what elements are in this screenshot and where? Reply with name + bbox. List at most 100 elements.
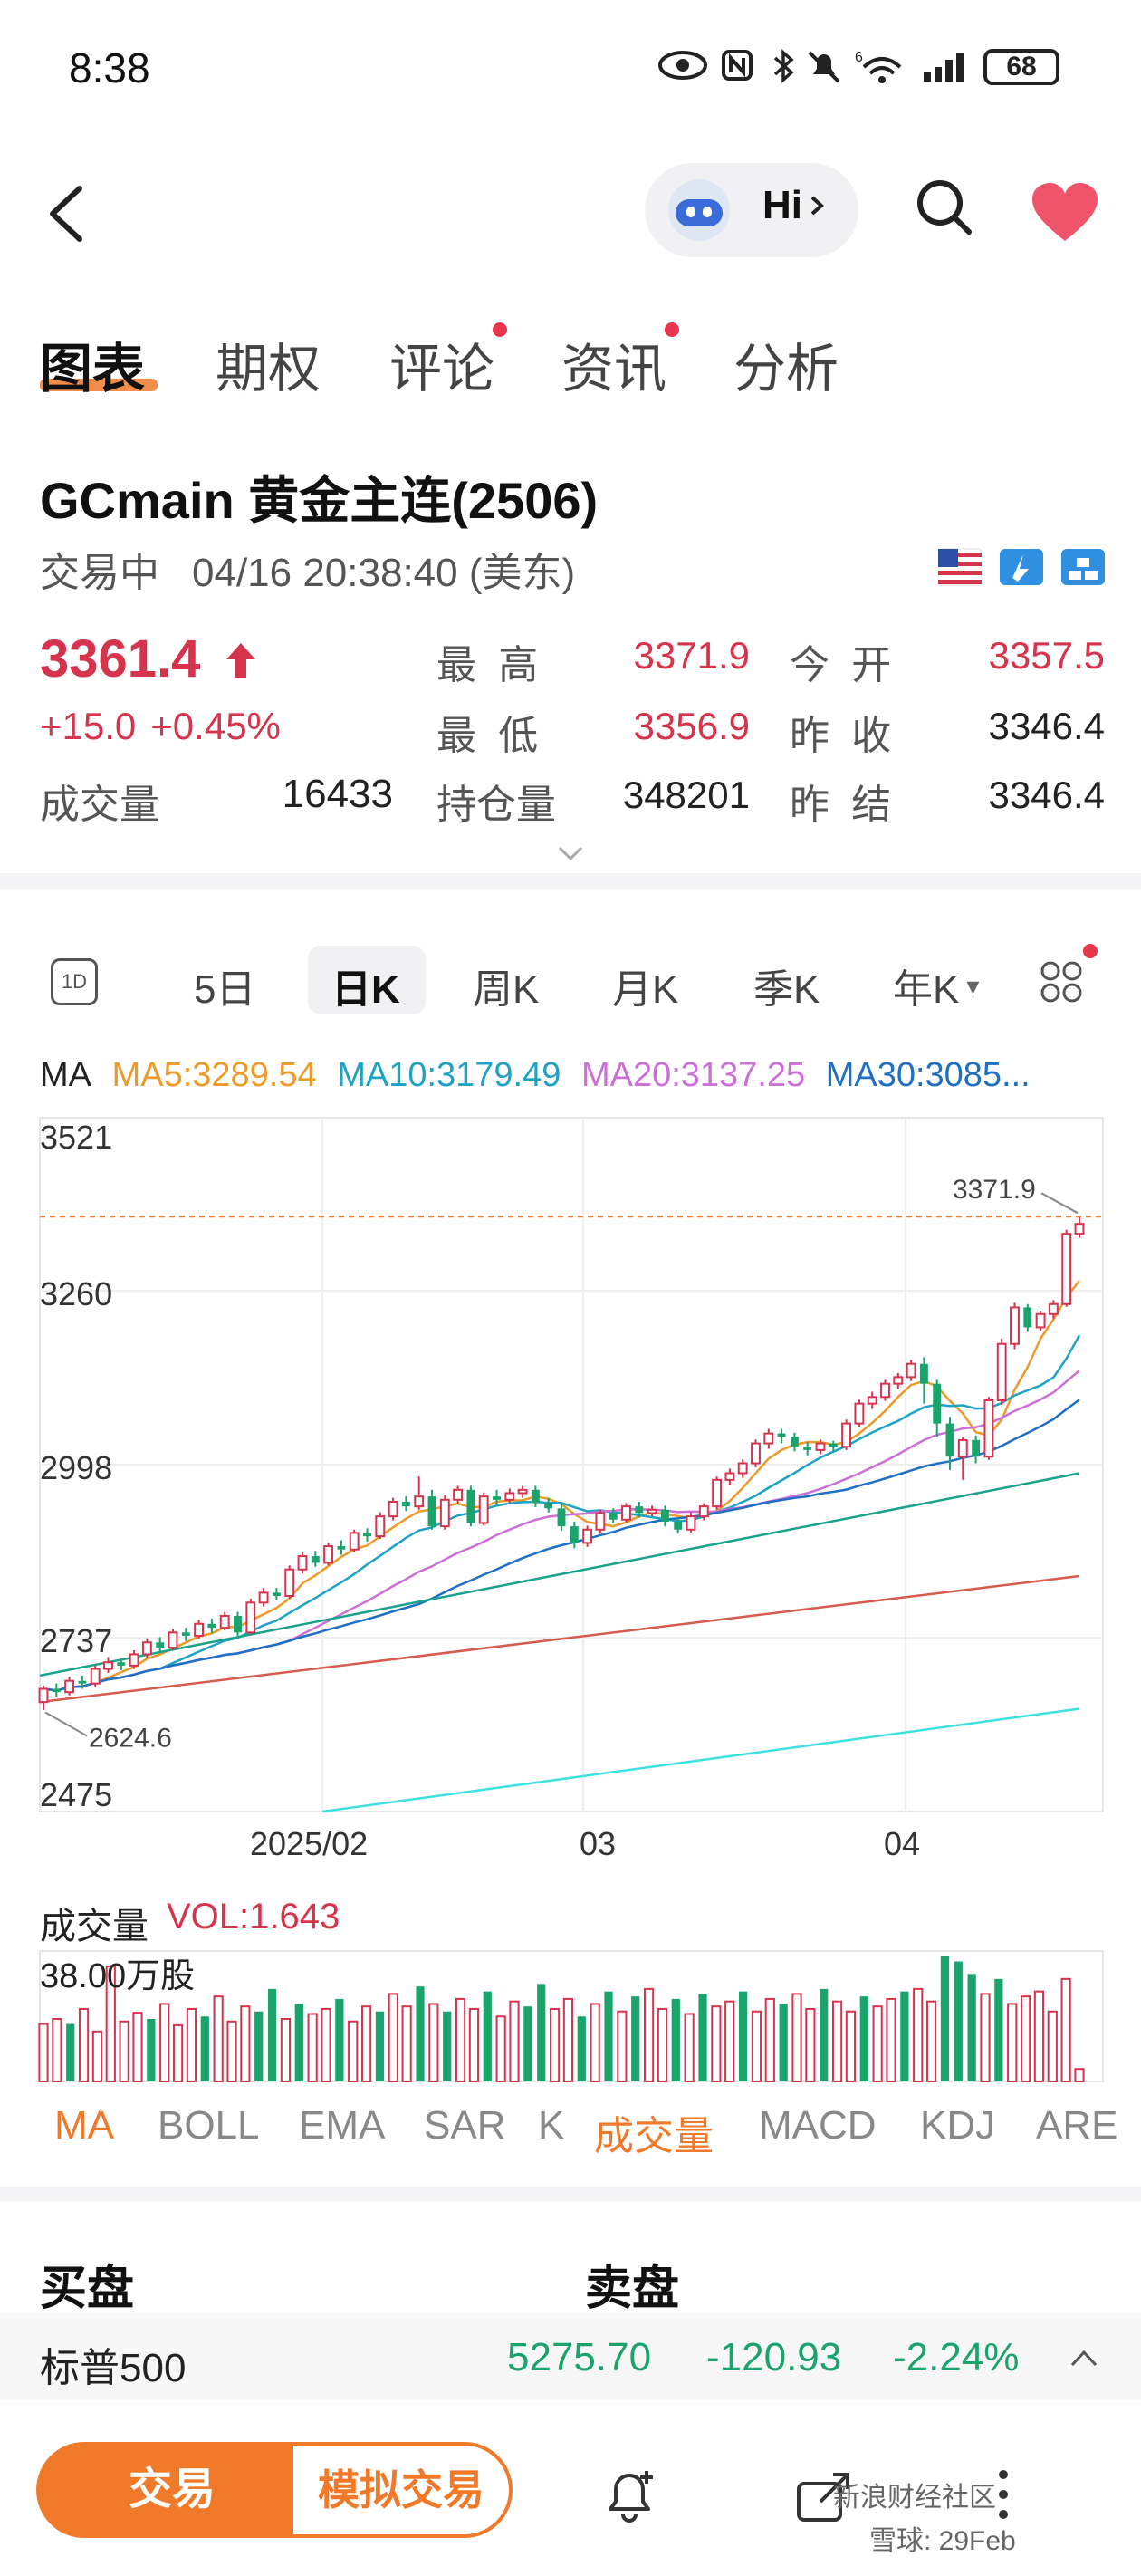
candle-body: [1035, 1312, 1046, 1329]
favorite-heart-icon[interactable]: [1031, 181, 1099, 245]
period-1d-icon[interactable]: 1D: [51, 958, 98, 1005]
volume-bar: [657, 2007, 668, 2082]
prev-settle-label: 昨 结: [790, 783, 897, 827]
volume-bar: [388, 1993, 398, 2082]
price-alert-bell-icon[interactable]: [598, 2464, 661, 2527]
candle-body: [815, 1442, 826, 1451]
volume-bar: [38, 2023, 49, 2082]
volume-bar: [791, 1993, 802, 2082]
volume-bar: [913, 1987, 924, 2083]
volume-bar: [52, 2018, 62, 2082]
yearly-dropdown-caret: ▾: [966, 971, 980, 1000]
candle-body: [880, 1382, 890, 1399]
volume-bar: [967, 1974, 976, 2081]
volume-bar: [980, 1993, 991, 2082]
candle-body: [972, 1439, 981, 1457]
simulated-trade-button[interactable]: 模拟交易: [290, 2442, 513, 2538]
period-5day[interactable]: 5日: [194, 967, 256, 1012]
chart-labels: 3521 3260 2998 2737 2475 2025/02 03 04 3371.9 262…: [40, 1119, 1103, 1862]
y-tick-label: 2737: [40, 1622, 112, 1659]
back-icon[interactable]: [40, 178, 94, 250]
candle-body: [52, 1688, 61, 1693]
indicator-sar[interactable]: SAR: [424, 2103, 506, 2148]
volume-bar: [900, 1991, 909, 2081]
volume-bar: [172, 2023, 184, 2082]
indicator-k[interactable]: K: [538, 2103, 565, 2148]
period-monthly[interactable]: 月K: [612, 967, 679, 1012]
volume-bar: [267, 1988, 277, 2081]
candle-body: [906, 1362, 916, 1379]
candle-body: [957, 1438, 968, 1458]
volume-chart[interactable]: [0, 1938, 1141, 2092]
volume-bar: [994, 1978, 1003, 2081]
volume-bar: [859, 1996, 868, 2081]
ma60-line: [39, 1472, 1080, 1677]
volume-bar: [335, 1998, 344, 2081]
indicator-kdj[interactable]: KDJ: [920, 2103, 996, 2148]
candle-body: [763, 1432, 774, 1445]
period-yearly[interactable]: 年K ▾: [893, 956, 979, 1014]
volume-bar: [226, 2020, 237, 2082]
period-weekly[interactable]: 周K: [473, 967, 540, 1012]
search-icon[interactable]: [915, 178, 973, 235]
tab-news[interactable]: 资讯: [561, 340, 667, 399]
candle-body: [595, 1512, 606, 1531]
candle-body: [401, 1502, 410, 1507]
indicator-ma[interactable]: MA: [54, 2103, 114, 2148]
candle-body: [841, 1422, 852, 1448]
candle-body: [168, 1631, 178, 1649]
volume-bar: [159, 2003, 170, 2082]
us-flag-icon: [938, 548, 982, 586]
ma10-legend: MA10:3179.49: [337, 1056, 561, 1094]
indicator-macd[interactable]: MACD: [759, 2103, 877, 2148]
ma30-line: [43, 1399, 1080, 1692]
ma-legend-prefix: MA: [40, 1056, 91, 1094]
candle-body: [751, 1442, 761, 1465]
kline-chart[interactable]: 3521 3260 2998 2737 2475 2025/02 03 04 3371.9 262…: [0, 1105, 1141, 1866]
indicator-are[interactable]: ARE: [1036, 2103, 1118, 2148]
candle-body: [983, 1399, 994, 1458]
sell-orders-label: 卖盘: [585, 2263, 680, 2315]
indicator-ema[interactable]: EMA: [299, 2103, 386, 2148]
volume-bar: [119, 2020, 129, 2082]
share-icon[interactable]: [793, 2465, 853, 2525]
y-tick-label: 2475: [40, 1776, 112, 1813]
period-daily[interactable]: 日K: [331, 967, 400, 1012]
battery-icon: 68: [983, 49, 1060, 85]
trade-button[interactable]: 交易: [36, 2442, 308, 2538]
indicator-volume[interactable]: 成交量: [594, 2114, 714, 2158]
expand-quote-chevron-icon[interactable]: [556, 839, 585, 870]
prev-close-value: 3346.4: [988, 705, 1105, 747]
tab-comments[interactable]: 评论: [389, 340, 495, 399]
candle-body: [674, 1521, 683, 1530]
indicator-boll[interactable]: BOLL: [158, 2103, 260, 2148]
volume-bar: [483, 1991, 492, 2081]
active-period-background: [308, 946, 426, 1014]
chevron-right-icon: [810, 196, 824, 216]
assistant-label: Hi: [762, 183, 802, 227]
grid-menu-icon[interactable]: [1040, 960, 1083, 1008]
assistant-button[interactable]: Hi: [645, 163, 858, 257]
volume-value: 16433: [282, 772, 393, 816]
tab-chart[interactable]: 图表: [40, 340, 146, 399]
candle-body: [219, 1614, 230, 1629]
candle-body: [194, 1622, 205, 1637]
volume-bar: [91, 2030, 103, 2083]
period-quarterly[interactable]: 季K: [753, 967, 820, 1012]
section-divider-2: [0, 2187, 1141, 2201]
tab-analysis[interactable]: 分析: [734, 340, 839, 399]
more-options-icon[interactable]: [996, 2467, 1011, 2533]
volume-bar: [643, 1987, 655, 2083]
volume-bars: [38, 1950, 1104, 2083]
candle-body: [234, 1615, 242, 1633]
buy-orders-label: 买盘: [40, 2263, 135, 2315]
index-ticker[interactable]: 标普500 5275.70 -120.93 -2.24%: [0, 2313, 1141, 2400]
candle-body: [207, 1623, 216, 1629]
candle-body: [258, 1591, 269, 1604]
ticker-chevron-up-icon[interactable]: [1069, 2339, 1099, 2377]
candle-body: [686, 1515, 696, 1531]
tab-options[interactable]: 期权: [216, 340, 321, 399]
robot-icon: [668, 179, 730, 241]
level1-icon: [1000, 549, 1043, 585]
volume-bar: [294, 2004, 303, 2081]
